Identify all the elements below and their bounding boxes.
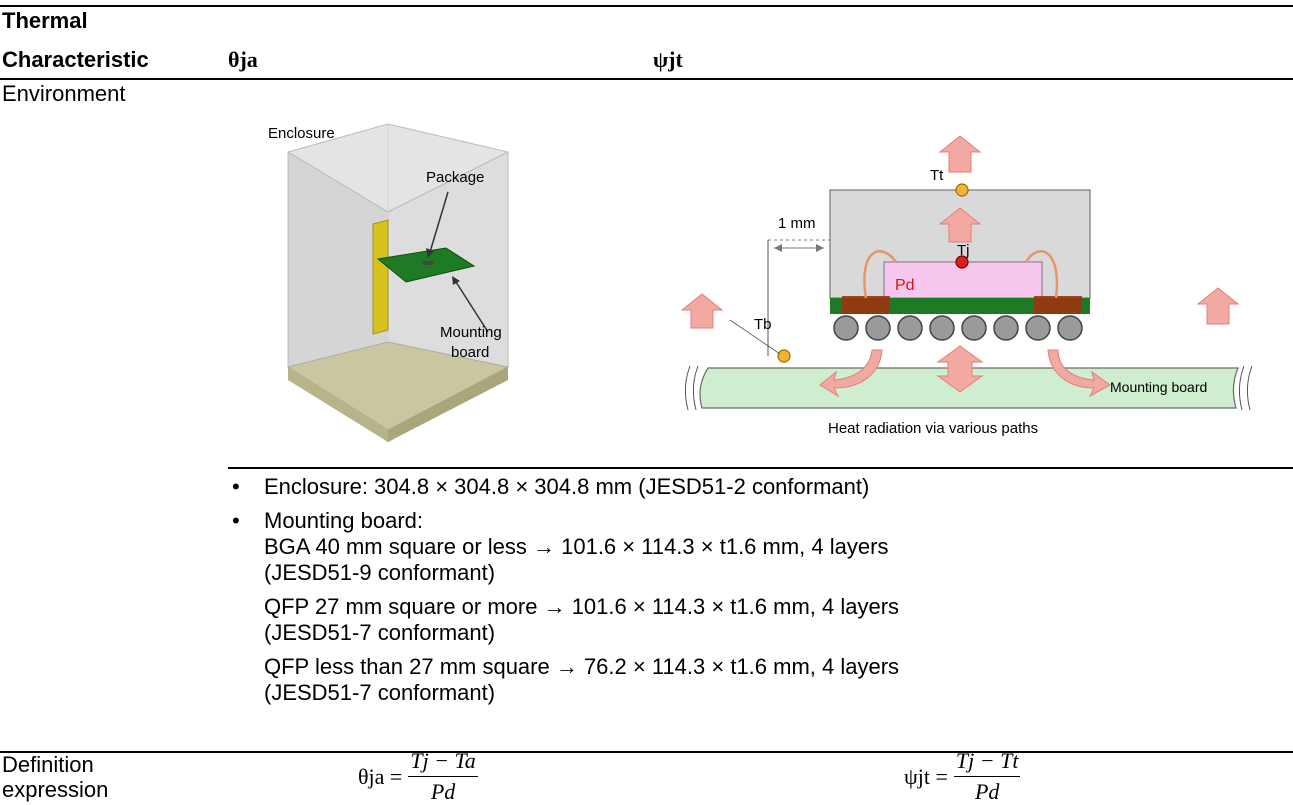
header-theta-ja: θja [228, 47, 258, 72]
mounting-spec-heading: Mounting board: [264, 508, 423, 533]
bullet-icon: • [232, 508, 240, 533]
list-item: • Mounting board: BGA 40 mm square or le… [228, 508, 899, 706]
mounting-caption-line1: Mounting [440, 324, 502, 341]
list-item: • Enclosure: 304.8 × 304.8 × 304.8 mm (J… [228, 474, 899, 500]
qfp-large-spec: QFP 27 mm square or more → 101.6 × 114.3… [264, 594, 900, 619]
psi-jt-denominator: Pd [974, 779, 1000, 804]
bga-spec-std: (JESD51-9 conformant) [264, 560, 496, 585]
label-1mm: 1 mm [778, 215, 816, 232]
top-rule [0, 5, 1293, 7]
label-tb: Tb [754, 316, 772, 333]
psi-jt-formula: ψjt = Tj − Tt Pd [904, 748, 1021, 805]
bullet-icon: • [232, 474, 240, 499]
enclosure-figure: Enclosure Package Mounting board [268, 123, 510, 442]
figure-caption: Heat radiation via various paths [828, 420, 1038, 437]
header-psi-jt: ψjt [653, 47, 683, 72]
enclosure-caption: Enclosure [268, 125, 335, 142]
definition-label-line2: expression [2, 777, 109, 802]
bga-spec: BGA 40 mm square or less → 101.6 × 114.3… [264, 534, 889, 559]
heat-radiation-figure: Tt Tj Tb Pd 1 mm Mounting board Heat rad… [680, 135, 1253, 437]
theta-ja-formula: θja = Tj − Ta Pd [358, 748, 478, 805]
qfp-large-spec-std: (JESD51-7 conformant) [264, 620, 496, 645]
definition-label-line1: Definition [2, 752, 94, 777]
label-pd: Pd [895, 277, 915, 294]
label-tt: Tt [930, 167, 944, 184]
theta-ja-denominator: Pd [430, 779, 456, 804]
environment-spec-list: • Enclosure: 304.8 × 304.8 × 304.8 mm (J… [228, 466, 899, 706]
header-col1-line2: Characteristic [2, 47, 149, 72]
environment-label: Environment [2, 81, 126, 106]
theta-ja-lhs: θja = [358, 763, 403, 789]
qfp-small-spec: QFP less than 27 mm square → 76.2 × 114.… [264, 654, 900, 679]
label-tj: Tj [957, 242, 970, 259]
header-col1-line1: Thermal [2, 8, 88, 33]
theta-ja-numerator: Tj − Ta [408, 748, 478, 777]
mounting-caption-line2: board [451, 344, 489, 361]
qfp-small-spec-std: (JESD51-7 conformant) [264, 680, 496, 705]
package-caption: Package [426, 169, 484, 186]
label-mounting-board: Mounting board [1110, 379, 1207, 395]
figure-bottom-rule [228, 467, 1293, 469]
psi-jt-numerator: Tj − Tt [953, 748, 1021, 777]
header-bottom-rule [0, 78, 1293, 80]
environment-bottom-rule [0, 751, 1293, 753]
psi-jt-lhs: ψjt = [904, 763, 948, 789]
enclosure-spec: Enclosure: 304.8 × 304.8 × 304.8 mm (JES… [264, 474, 870, 499]
